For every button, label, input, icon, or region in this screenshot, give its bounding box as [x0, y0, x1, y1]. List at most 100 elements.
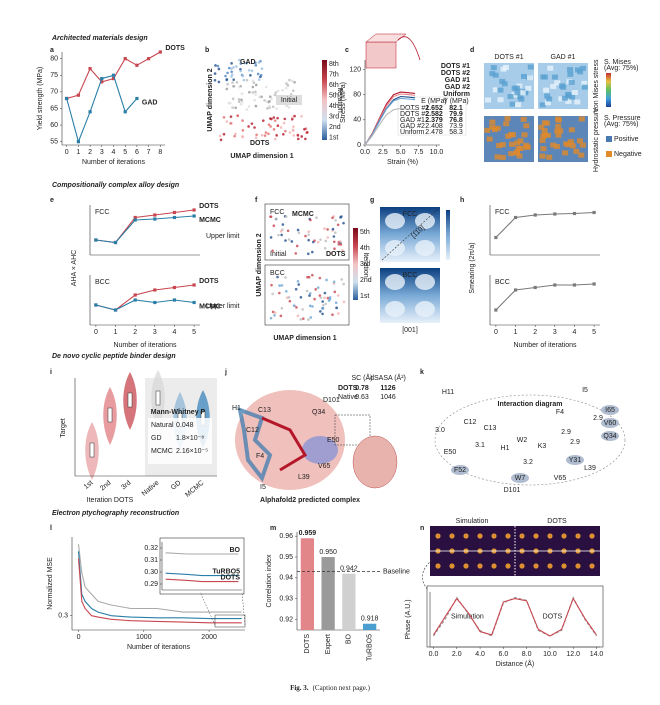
- x-tick-label: 0: [94, 329, 98, 336]
- y-tick-label: 0.96: [279, 533, 293, 540]
- scatter-dot: [272, 128, 276, 131]
- marker: [135, 63, 139, 67]
- sim-cell: [539, 102, 546, 108]
- atom: [449, 533, 455, 539]
- atom: [463, 563, 469, 569]
- scatter-dot: [311, 273, 314, 277]
- y-tick-label: 0.95: [279, 554, 293, 561]
- scatter-dot: [234, 106, 237, 110]
- label: 1126: [380, 385, 395, 392]
- legend-label: GAD #1: [445, 77, 470, 84]
- label: 3.1: [475, 442, 485, 449]
- scatter-dot: [217, 80, 221, 84]
- legend-label: MCMC: [199, 217, 221, 224]
- label: 73.9: [449, 123, 463, 130]
- label: DOTS: [547, 518, 567, 525]
- sim-cell: [490, 65, 497, 71]
- label: 1.8×10⁻⁸: [176, 435, 204, 442]
- x-tick-label: 5: [592, 329, 596, 336]
- legend-label: DOTS: [199, 203, 219, 210]
- label: MCMC: [151, 448, 173, 455]
- y-tick-label: 70: [50, 89, 58, 96]
- legend-label: TuRBO5: [213, 568, 241, 575]
- scatter-dot: [217, 67, 221, 71]
- scatter-dot: [259, 75, 262, 79]
- sim-cell: [576, 138, 583, 144]
- scatter-dot: [284, 215, 288, 218]
- y-axis-label: Stress (MPa): [340, 82, 347, 123]
- x-tick-label: 0: [77, 634, 81, 641]
- scatter-dot: [243, 61, 246, 65]
- label: 1st: [83, 480, 95, 491]
- section-title: Architected materials design: [51, 35, 148, 42]
- label: F52: [454, 467, 466, 474]
- scatter-dot: [300, 115, 303, 118]
- x-tick-label: 1: [514, 329, 518, 336]
- scatter-dot: [323, 291, 327, 295]
- scatter-dot: [295, 306, 298, 309]
- scatter-dot: [261, 119, 265, 122]
- caption-label: Fig. 3.: [290, 684, 309, 692]
- colorbar: [353, 228, 358, 300]
- legend-label: Uniform: [443, 91, 470, 98]
- sim-cell: [503, 121, 510, 127]
- caption-text: (Caption next page.): [313, 684, 371, 692]
- x-tick-label: 8: [158, 149, 162, 156]
- scatter-dot: [287, 238, 291, 241]
- x-tick-label: TuRBO5: [366, 634, 373, 661]
- sim-cell: [525, 85, 532, 91]
- label: Simulation: [456, 518, 489, 525]
- scatter-dot: [254, 83, 258, 87]
- scatter-dot: [297, 231, 301, 235]
- x-tick-label: 10.0: [430, 149, 444, 156]
- label: 2.582: [425, 111, 443, 118]
- x-tick-label: 0.0: [360, 149, 370, 156]
- scatter-dot: [233, 134, 236, 138]
- sim-cell: [555, 132, 562, 138]
- label: L39: [584, 465, 596, 472]
- residue-node: [511, 473, 529, 483]
- marker: [123, 57, 127, 61]
- label: 4th: [360, 245, 370, 252]
- section-title: Electron ptychography reconstruction: [52, 510, 179, 517]
- label: 1st: [360, 293, 369, 300]
- label: Y31: [569, 457, 582, 464]
- scatter-dot: [334, 301, 338, 305]
- scatter-dot: [306, 252, 310, 256]
- marker: [135, 96, 139, 101]
- residue-node: [451, 465, 469, 475]
- x-tick-label: 12.0: [566, 651, 580, 658]
- x-tick-label: 6.0: [498, 651, 508, 658]
- sim-cell: [543, 87, 550, 93]
- scatter-dot: [296, 228, 300, 232]
- x-tick-label: 4: [173, 329, 177, 336]
- scatter-dot: [306, 275, 309, 279]
- scatter-dot: [229, 122, 232, 125]
- scatter-dot: [293, 114, 296, 118]
- y-tick-label: 0.92: [279, 616, 293, 623]
- sim-cell: [538, 124, 545, 130]
- scatter-dot: [324, 302, 328, 306]
- scatter-dot: [230, 62, 233, 65]
- scatter-dot: [313, 297, 316, 301]
- scatter-dot: [239, 102, 243, 106]
- sim-cell: [508, 141, 515, 147]
- scatter-dot: [313, 239, 316, 242]
- scatter-dot: [290, 79, 294, 83]
- sim-cell: [492, 72, 499, 78]
- label: UMAP dimension 1: [230, 153, 293, 160]
- atom: [575, 563, 581, 569]
- frame: [264, 264, 350, 326]
- series-line: [495, 211, 595, 238]
- label: Number of iterations: [113, 342, 177, 349]
- label: Hydrostatic pressure: [593, 108, 600, 172]
- y-tick-label: 40: [353, 117, 361, 124]
- y-tick-label: 0.31: [144, 557, 158, 564]
- scatter-dot: [326, 296, 330, 300]
- sim-cell: [513, 150, 520, 156]
- label: [001]: [402, 327, 418, 334]
- x-tick-label: 7: [147, 149, 151, 156]
- label: AHA × AHC: [71, 250, 78, 286]
- x-tick-label: 1: [76, 149, 80, 156]
- scatter-dot: [254, 64, 258, 67]
